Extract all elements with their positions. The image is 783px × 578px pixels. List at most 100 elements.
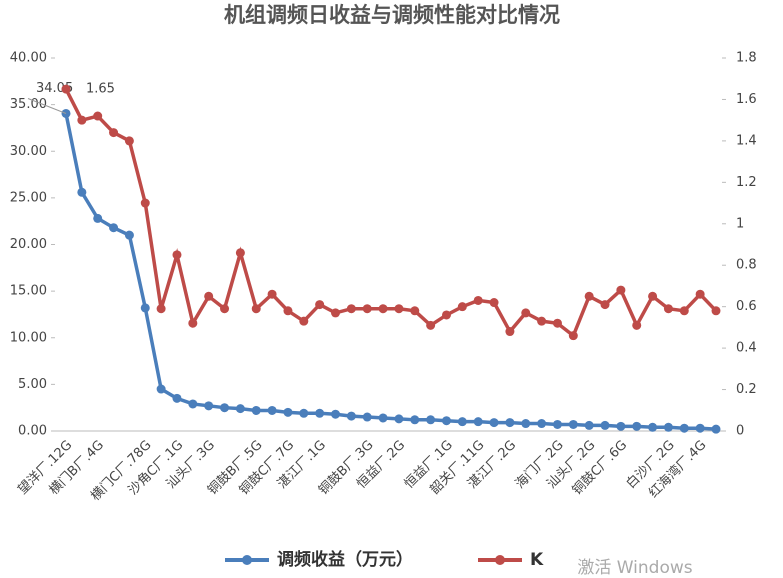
data-label: 1.65 xyxy=(86,82,115,97)
data-point xyxy=(188,399,198,409)
y2-tick-label: 1.4 xyxy=(736,133,757,148)
data-point xyxy=(267,289,277,299)
y-tick-label: 40.00 xyxy=(10,51,47,66)
y2-tick-label: 0.8 xyxy=(736,258,757,273)
data-point xyxy=(537,419,547,429)
data-point xyxy=(457,302,467,312)
data-point xyxy=(315,300,325,310)
data-point xyxy=(663,422,673,432)
legend-label: 调频收益（万元） xyxy=(277,549,413,570)
data-point xyxy=(426,320,436,330)
data-point xyxy=(441,310,451,320)
y2-tick-label: 0.6 xyxy=(736,299,757,314)
data-point xyxy=(156,384,166,394)
data-point xyxy=(711,424,721,434)
data-point xyxy=(331,308,341,318)
y2-tick-label: 1.6 xyxy=(736,92,757,107)
data-point xyxy=(616,285,626,295)
data-point xyxy=(426,415,436,425)
data-point xyxy=(93,213,103,223)
data-point xyxy=(394,304,404,314)
y-tick-label: 10.00 xyxy=(10,330,47,345)
data-point xyxy=(600,420,610,430)
data-point xyxy=(235,404,245,414)
data-point xyxy=(695,289,705,299)
data-point xyxy=(220,403,230,413)
data-point xyxy=(346,304,356,314)
data-point xyxy=(172,393,182,403)
legend-label: K xyxy=(530,550,544,570)
data-point xyxy=(267,405,277,415)
data-point xyxy=(299,316,309,326)
data-point xyxy=(204,401,214,411)
data-point xyxy=(109,223,119,233)
data-point xyxy=(473,417,483,427)
data-point xyxy=(378,304,388,314)
data-point xyxy=(457,417,467,427)
y2-tick-label: 1.2 xyxy=(736,175,757,190)
data-point xyxy=(552,419,562,429)
data-point xyxy=(204,291,214,301)
y-tick-label: 15.00 xyxy=(10,284,47,299)
data-point xyxy=(188,318,198,328)
y-tick-label: 35.00 xyxy=(10,97,47,112)
data-point xyxy=(711,306,721,316)
y2-tick-label: 0.4 xyxy=(736,341,757,356)
data-point xyxy=(632,320,642,330)
data-point xyxy=(140,198,150,208)
data-point xyxy=(140,303,150,313)
data-point xyxy=(220,304,230,314)
data-point xyxy=(124,230,134,240)
leader-line xyxy=(27,98,67,114)
y-tick-label: 0.00 xyxy=(18,424,47,439)
data-point xyxy=(600,300,610,310)
data-point xyxy=(489,418,499,428)
data-point xyxy=(315,408,325,418)
data-point xyxy=(77,187,87,197)
data-point xyxy=(679,423,689,433)
data-point xyxy=(156,304,166,314)
data-point xyxy=(394,414,404,424)
legend-swatch xyxy=(495,555,505,565)
y2-tick-label: 1.8 xyxy=(736,51,757,66)
data-point xyxy=(537,316,547,326)
data-point xyxy=(251,405,261,415)
data-point xyxy=(346,411,356,421)
data-point xyxy=(109,128,119,138)
data-point xyxy=(61,84,71,94)
data-point xyxy=(648,291,658,301)
data-point xyxy=(124,136,134,146)
data-point xyxy=(378,413,388,423)
data-point xyxy=(568,419,578,429)
data-point xyxy=(568,331,578,341)
data-point xyxy=(505,418,515,428)
data-point xyxy=(235,248,245,258)
data-point xyxy=(489,298,499,308)
data-point xyxy=(695,423,705,433)
data-point xyxy=(584,291,594,301)
data-point xyxy=(410,306,420,316)
data-point xyxy=(172,250,182,260)
data-point xyxy=(552,318,562,328)
legend-swatch xyxy=(242,555,252,565)
watermark: 激活 Windows xyxy=(577,558,692,578)
data-point xyxy=(251,304,261,314)
y-tick-label: 25.00 xyxy=(10,190,47,205)
y-tick-label: 30.00 xyxy=(10,144,47,159)
y-tick-label: 20.00 xyxy=(10,237,47,252)
data-point xyxy=(410,415,420,425)
data-point xyxy=(663,304,673,314)
series-line xyxy=(64,113,717,431)
data-point xyxy=(521,308,531,318)
data-point xyxy=(616,421,626,431)
data-point xyxy=(331,409,341,419)
data-point xyxy=(283,407,293,417)
data-point xyxy=(77,115,87,125)
y-tick-label: 5.00 xyxy=(18,377,47,392)
data-point xyxy=(505,327,515,337)
data-point xyxy=(441,416,451,426)
y2-tick-label: 0.2 xyxy=(736,382,757,397)
data-point xyxy=(521,419,531,429)
data-point xyxy=(362,304,372,314)
